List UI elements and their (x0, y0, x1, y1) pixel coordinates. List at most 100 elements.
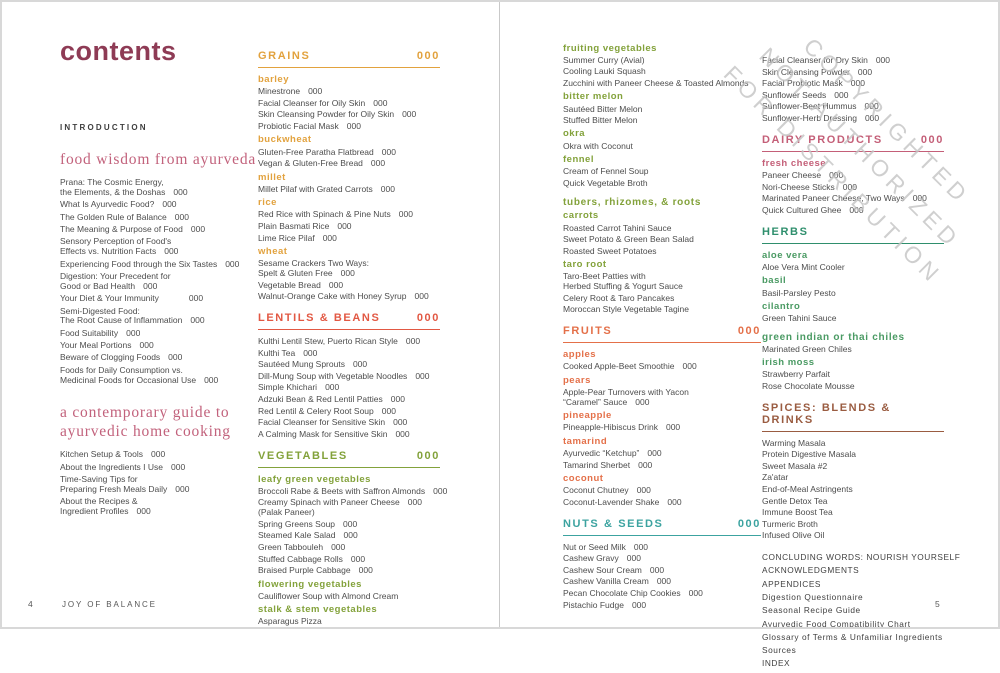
toc-item-line: Celery Root & Taro Pancakes (563, 292, 675, 303)
toc-item-line: The Root Cause of Inflammation 000 (60, 315, 205, 326)
toc-item-line: Red Lentil & Celery Root Soup 000 (258, 405, 396, 416)
toc-item-line: Digestion: Your Precedent for (60, 270, 171, 281)
section-page-number: 000 (920, 133, 944, 146)
toc-item-line: the Elements, & the Doshas 000 (60, 186, 188, 197)
page-number: 000 (139, 340, 154, 351)
toc-item: Basil-Parsley Pesto (762, 287, 944, 299)
toc-item-line: Vegetable Bread 000 (258, 279, 344, 290)
page-left: contents INTRODUCTION food wisdom from a… (0, 0, 499, 629)
section-page-number: 000 (416, 312, 440, 325)
toc-item-line: Time-Saving Tips for (60, 474, 138, 485)
toc-item: Sunflower Seeds 000 (762, 90, 944, 101)
toc-item: Summer Curry (Avial) (563, 55, 761, 66)
toc-item-line: Cashew Sour Cream 000 (563, 564, 665, 575)
toc-item-line: Dill-Mung Soup with Vegetable Noodles 000 (258, 370, 430, 381)
toc-item: The Meaning & Purpose of Food 000 (60, 224, 248, 235)
toc-item-line: Foods for Daily Consumption vs. (60, 364, 183, 375)
toc-item-line: Sautéed Bitter Melon (563, 103, 643, 114)
toc-item: Spring Greens Soup 000 (258, 518, 440, 530)
toc-item-line: Red Rice with Spinach & Pine Nuts 000 (258, 209, 413, 220)
page-number: 000 (390, 393, 405, 404)
toc-item-line: Sunflower-Beet Hummus 000 (762, 101, 879, 112)
toc-item: Vegan & Gluten-Free Bread 000 (258, 158, 440, 169)
subsection-coconut: coconut (563, 472, 604, 484)
toc-item-line: Experiencing Food through the Six Tastes… (60, 258, 240, 269)
toc-item-line: Probiotic Facial Mask 000 (258, 121, 361, 132)
page-number: 000 (151, 449, 166, 460)
toc-item-line: Zucchini with Paneer Cheese & Toasted Al… (563, 77, 749, 88)
subsection-barley: barley (258, 74, 289, 85)
toc-item-line: Steamed Kale Salad 000 (258, 530, 358, 541)
page-number: 000 (343, 518, 358, 529)
subsection-pineapple: pineapple (563, 410, 612, 422)
toc-item-line: Marinated Paneer Cheese, Two Ways 000 (762, 193, 927, 204)
backmatter-item: CONCLUDING WORDS: NOURISH YOURSELF (762, 552, 961, 563)
backmatter-item: Ayurvedic Food Compatibility Chart (762, 618, 911, 629)
toc-item: Cooling Lauki Squash (563, 67, 761, 77)
toc-item: Gentle Detox Tea (762, 496, 944, 507)
toc-item: Red Rice with Spinach & Pine Nuts 000 (258, 210, 440, 220)
toc-item-line: Herbed Stuffing & Yogurt Sauce (563, 281, 683, 292)
subsection-pears: pears (563, 374, 591, 386)
toc-item-line: Facial Probiotic Mask 000 (762, 78, 865, 89)
toc-item: Sweet Masala #2 (762, 461, 944, 472)
page-number: 000 (136, 506, 151, 517)
subsection-stalk-stem-vegetables: stalk & stem vegetables (258, 604, 378, 616)
section-title: GRAINS (258, 50, 311, 62)
toc-item: Celery Root & Taro Pancakes (563, 292, 761, 304)
toc-item: Prana: The Cosmic Energy, the Elements, &… (60, 177, 248, 198)
toc-item-line: “Caramel” Sauce 000 (563, 396, 650, 407)
toc-item-line: Effects vs. Nutrition Facts 000 (60, 246, 179, 257)
section-page-number: 000 (737, 517, 761, 530)
page-number: 000 (407, 497, 422, 508)
toc-item: Warming Masala (762, 438, 944, 449)
toc-item-line: Minestrone 000 (258, 86, 323, 97)
toc-item: Sunflower-Beet Hummus 000 (762, 101, 944, 112)
toc-item: Time-Saving Tips for Preparing Fresh Meal… (60, 474, 248, 495)
toc-item: Ayurvedic “Ketchup” 000 (563, 447, 761, 459)
toc-item-line: Spring Greens Soup 000 (258, 518, 358, 529)
toc-item: Broccoli Rabe & Beets with Saffron Almon… (258, 486, 447, 497)
toc-item-line: Ayurvedic “Ketchup” 000 (563, 447, 662, 458)
right-column-1: fruiting vegetables Summer Curry (Avial) C… (563, 40, 761, 612)
toc-item: Sautéed Bitter Melon (563, 103, 761, 115)
subsection-tamarind: tamarind (563, 435, 608, 447)
toc-item: Coconut-Lavender Shake 000 (563, 497, 761, 508)
heading-line: food wisdom from ayurveda (60, 151, 257, 168)
toc-item: What Is Ayurvedic Food? 000 (60, 199, 248, 210)
subsection-fennel: fennel (563, 154, 594, 166)
page-number: 000 (626, 553, 641, 564)
toc-item: Semi-Digested Food: The Root Cause of Inf… (60, 306, 248, 327)
toc-item-line: Preparing Fresh Meals Daily 000 (60, 484, 190, 495)
page-number: 000 (433, 485, 448, 496)
toc-item-line: Cashew Vanilla Cream 000 (563, 576, 672, 587)
section-title: HERBS (762, 225, 809, 238)
section-header-lentils-beans: LENTILS & BEANS 000 (258, 312, 440, 331)
toc-item: Pecan Chocolate Chip Cookies 000 (563, 588, 761, 599)
toc-item: Roasted Sweet Potatoes (563, 246, 761, 257)
toc-item: Vegetable Bread 000 (258, 279, 440, 291)
toc-item-line: Basil-Parsley Pesto (762, 287, 836, 298)
toc-item: Apple-Pear Turnovers with Yacon “Caramel”… (563, 387, 761, 408)
page-number: 000 (647, 447, 662, 458)
toc-item: Sensory Perception of Food's Effects vs. … (60, 237, 248, 257)
page-number: 000 (225, 258, 240, 269)
page-number: 000 (398, 209, 413, 220)
toc-item-line: Millet Pilaf with Grated Carrots 000 (258, 183, 395, 194)
toc-item-line: Sautéed Mung Sprouts 000 (258, 359, 368, 370)
section-header-dairy-products: DAIRY PRODUCTS 000 (762, 134, 944, 152)
toc-item: Red Lentil & Celery Root Soup 000 (258, 405, 440, 417)
toc-item-line: Braised Purple Cabbage 000 (258, 565, 373, 576)
toc-item-line: Sweet Potato & Green Bean Salad (563, 234, 694, 245)
toc-item-line: Protein Digestive Masala (762, 449, 857, 460)
toc-item-line: Beware of Clogging Foods 000 (60, 352, 183, 363)
toc-item-line: Spelt & Gluten Free 000 (258, 268, 355, 279)
subsection-bitter-melon: bitter melon (563, 91, 624, 103)
toc-item: Your Diet & Your Immunity 000 (60, 293, 248, 304)
page-number: 000 (168, 352, 183, 363)
toc-item-line: Facial Cleanser for Dry Skin 000 (762, 55, 890, 65)
toc-item-line: Za'atar (762, 472, 789, 483)
toc-item: Immune Boost Tea (762, 507, 944, 518)
toc-item: Kitchen Setup & Tools 000 (60, 450, 248, 460)
page-number: 000 (337, 221, 352, 232)
